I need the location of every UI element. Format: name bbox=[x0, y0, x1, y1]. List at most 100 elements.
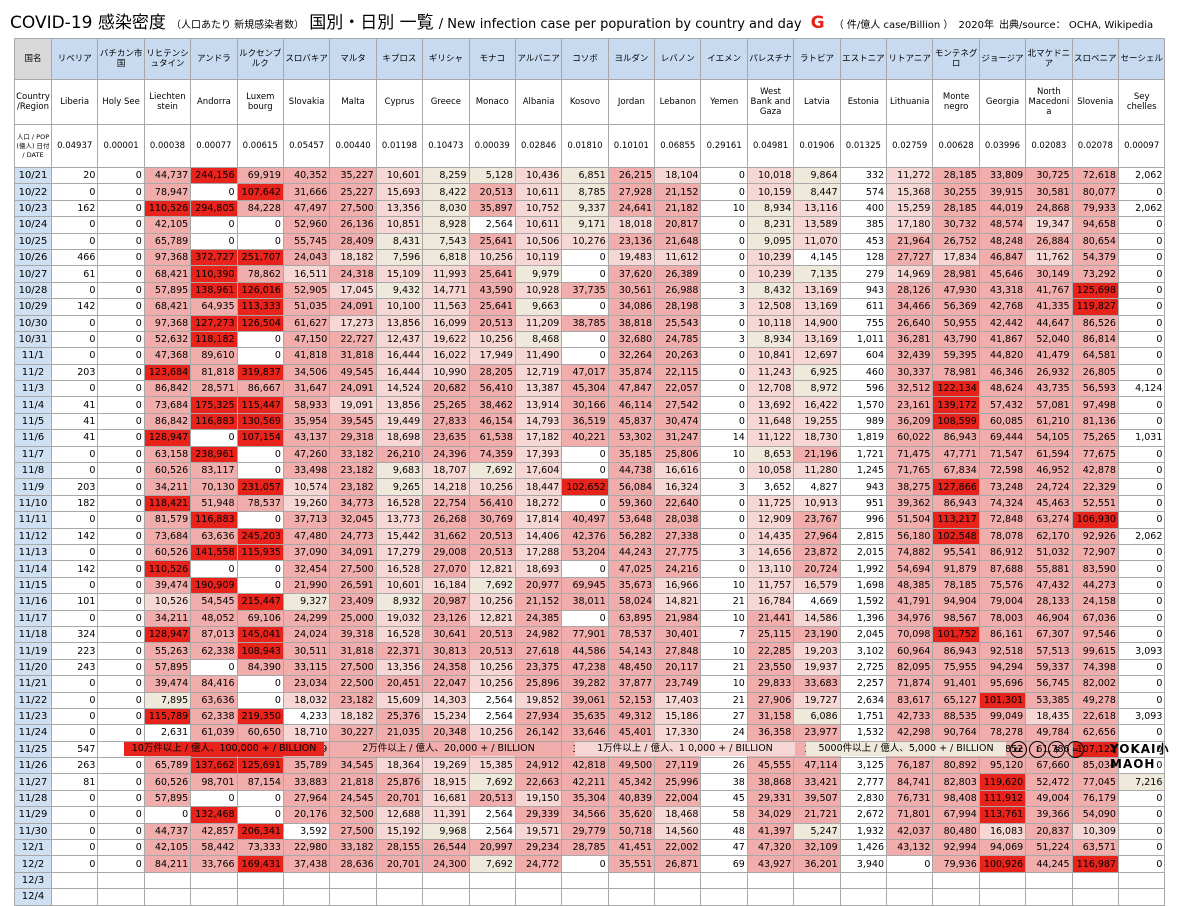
value-cell: 3,652 bbox=[746, 478, 795, 496]
table-row: 10/30 0 0 97,368 127,273 126,504 61,627 17,273 1… bbox=[14, 314, 1166, 332]
country-en-cell: Monte negro bbox=[932, 79, 980, 125]
value-cell: 110,390 bbox=[190, 265, 238, 283]
value-cell: 42,442 bbox=[978, 314, 1027, 332]
value-cell: 17,393 bbox=[514, 445, 563, 464]
date-cell: 11/16 bbox=[14, 593, 52, 611]
value-cell: 0 bbox=[97, 412, 145, 431]
value-cell: 130,569 bbox=[236, 412, 284, 431]
value-cell: 206,341 bbox=[236, 822, 284, 841]
population-cell: 0.00097 bbox=[1117, 124, 1166, 168]
value-cell: 4,233 bbox=[282, 707, 331, 726]
value-cell: 45,837 bbox=[607, 412, 656, 431]
value-cell: 0 bbox=[700, 166, 748, 185]
value-cell: 10,159 bbox=[746, 183, 795, 201]
value-cell: 20,701 bbox=[375, 855, 424, 873]
by-icon: i bbox=[1029, 741, 1046, 758]
table-row: 11/13 0 0 60,526 141,558 115,935 37,090 34,091 1… bbox=[14, 543, 1166, 562]
table-row: 11/29 0 0 0 132,468 0 20,176 32,500 12,688 11,391… bbox=[14, 806, 1166, 824]
value-cell: 18,104 bbox=[654, 166, 702, 185]
value-cell: 34,545 bbox=[329, 757, 377, 775]
value-cell: 56,180 bbox=[886, 527, 934, 545]
value-cell: 0 bbox=[97, 462, 145, 480]
value-cell: 75,265 bbox=[1071, 429, 1119, 447]
population-cell: 0.06855 bbox=[654, 124, 702, 168]
value-cell: 97,368 bbox=[143, 314, 192, 332]
value-cell: 24,300 bbox=[422, 855, 470, 873]
value-cell: 10 bbox=[700, 199, 748, 218]
value-cell: 8,432 bbox=[746, 281, 795, 300]
value-cell: 17,834 bbox=[932, 248, 980, 267]
value-cell: 238,961 bbox=[190, 445, 238, 464]
value-cell: 0 bbox=[236, 511, 284, 529]
value-cell: 54,143 bbox=[607, 642, 656, 660]
header-row-jp: 国名 リベリア バチカン市国 リヒテンシュタイン アンドラ ルクセンブルク スロバキア マルタ… bbox=[14, 38, 1166, 80]
value-cell: 29,008 bbox=[422, 543, 470, 562]
value-cell: 0 bbox=[700, 511, 748, 529]
value-cell: 33,115 bbox=[282, 658, 331, 677]
value-cell: 78,981 bbox=[932, 363, 980, 382]
value-cell: 86,842 bbox=[143, 412, 192, 431]
value-cell: 755 bbox=[839, 314, 888, 332]
value-cell: 0 bbox=[97, 314, 145, 332]
value-cell: 9,337 bbox=[561, 199, 609, 218]
value-cell: 31,158 bbox=[746, 707, 795, 726]
value-cell: 20,513 bbox=[468, 789, 516, 808]
value-cell: 0 bbox=[1117, 314, 1166, 332]
value-cell: 10,752 bbox=[514, 199, 563, 218]
value-cell: 58 bbox=[700, 806, 748, 824]
value-cell bbox=[422, 888, 470, 906]
value-cell: 0 bbox=[190, 560, 238, 578]
value-cell: 15,259 bbox=[886, 199, 934, 218]
value-cell: 10,256 bbox=[468, 593, 516, 611]
value-cell: 35,897 bbox=[468, 199, 516, 218]
value-cell: 48,450 bbox=[607, 658, 656, 677]
value-cell: 32,439 bbox=[886, 347, 934, 365]
table-row: 11/12 142 0 73,684 63,636 245,203 47,480 24,773… bbox=[14, 527, 1166, 545]
value-cell: 61,594 bbox=[1025, 445, 1073, 464]
value-cell: 95,541 bbox=[932, 543, 980, 562]
value-cell: 53,385 bbox=[1025, 691, 1073, 709]
value-cell bbox=[97, 871, 145, 890]
table-row: 11/18 324 0 128,947 87,013 145,041 24,024 39,31… bbox=[14, 625, 1166, 644]
value-cell: 15,693 bbox=[375, 183, 424, 201]
value-cell: 69 bbox=[700, 855, 748, 873]
value-cell: 28,571 bbox=[190, 380, 238, 398]
value-cell: 11,762 bbox=[1025, 248, 1073, 267]
value-cell: 127,866 bbox=[932, 478, 980, 496]
date-cell: 11/30 bbox=[14, 822, 52, 841]
country-en-cell: Lithuania bbox=[886, 79, 934, 125]
value-cell: 14,821 bbox=[654, 593, 702, 611]
value-cell: 49,312 bbox=[607, 707, 656, 726]
value-cell: 35,673 bbox=[607, 576, 656, 595]
value-cell: 0 bbox=[236, 216, 284, 234]
value-cell: 15,234 bbox=[422, 707, 470, 726]
value-cell: 24,772 bbox=[514, 855, 563, 873]
value-cell: 30,401 bbox=[654, 625, 702, 644]
value-cell: 29,833 bbox=[746, 675, 795, 693]
value-cell: 13,356 bbox=[375, 199, 424, 218]
value-cell: 12,508 bbox=[746, 298, 795, 316]
value-cell: 11,209 bbox=[514, 314, 563, 332]
value-cell: 22,640 bbox=[654, 494, 702, 513]
value-cell: 22,980 bbox=[282, 839, 331, 857]
value-cell: 20,701 bbox=[375, 789, 424, 808]
value-cell: 17,403 bbox=[654, 691, 702, 709]
value-cell: 43,318 bbox=[978, 281, 1027, 300]
value-cell: 10 bbox=[700, 675, 748, 693]
value-cell: 1,932 bbox=[839, 822, 888, 841]
value-cell: 45,555 bbox=[746, 757, 795, 775]
value-cell: 26,136 bbox=[329, 216, 377, 234]
value-cell: 0 bbox=[190, 232, 238, 250]
value-cell: 27,119 bbox=[654, 757, 702, 775]
value-cell: 12,688 bbox=[375, 806, 424, 824]
date-cell: 12/3 bbox=[14, 871, 52, 890]
value-cell: 10 bbox=[700, 445, 748, 464]
value-cell: 71,765 bbox=[886, 462, 934, 480]
value-cell: 22,754 bbox=[422, 494, 470, 513]
table-row: 11/16 101 0 10,526 54,545 215,447 9,327 23,409 8… bbox=[14, 593, 1166, 611]
value-cell: 45,304 bbox=[561, 380, 609, 398]
value-cell: 86,912 bbox=[978, 543, 1027, 562]
value-cell: 30,511 bbox=[282, 642, 331, 660]
value-cell: 13,856 bbox=[375, 314, 424, 332]
value-cell: 40,839 bbox=[607, 789, 656, 808]
